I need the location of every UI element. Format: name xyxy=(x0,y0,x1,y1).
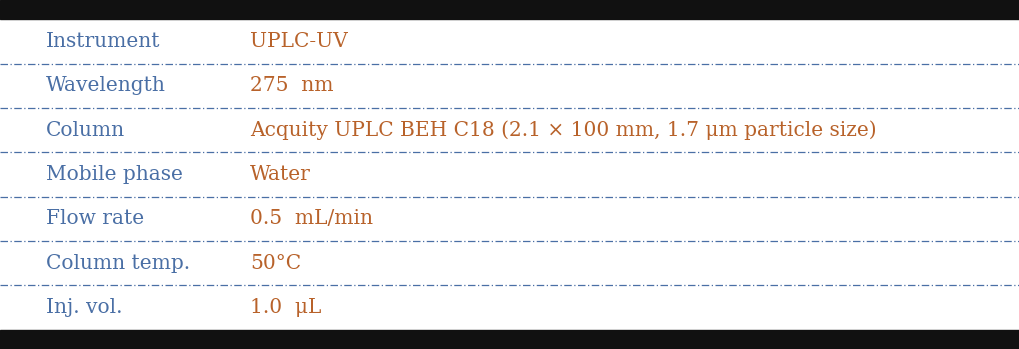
Text: Wavelength: Wavelength xyxy=(46,76,166,95)
Text: 0.5  mL/min: 0.5 mL/min xyxy=(250,209,373,228)
Text: Flow rate: Flow rate xyxy=(46,209,144,228)
Text: 50°C: 50°C xyxy=(250,254,301,273)
Text: Instrument: Instrument xyxy=(46,32,160,51)
Text: Acquity UPLC BEH C18 (2.1 × 100 mm, 1.7 μm particle size): Acquity UPLC BEH C18 (2.1 × 100 mm, 1.7 … xyxy=(250,120,875,140)
Text: Inj. vol.: Inj. vol. xyxy=(46,298,122,317)
Bar xyxy=(0,330,1019,349)
Text: Mobile phase: Mobile phase xyxy=(46,165,182,184)
Text: Water: Water xyxy=(250,165,311,184)
Text: Column temp.: Column temp. xyxy=(46,254,190,273)
Text: UPLC-UV: UPLC-UV xyxy=(250,32,347,51)
Text: 1.0  μL: 1.0 μL xyxy=(250,298,321,317)
Bar xyxy=(0,0,1019,19)
Text: 275  nm: 275 nm xyxy=(250,76,333,95)
Text: Column: Column xyxy=(46,121,125,140)
